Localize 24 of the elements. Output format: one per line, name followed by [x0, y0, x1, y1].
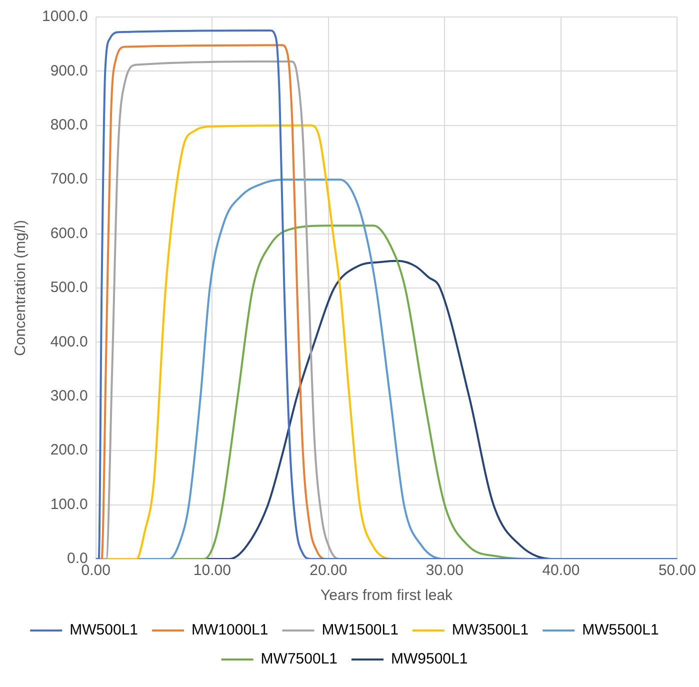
y-tick-label: 800.0 — [50, 116, 88, 134]
legend-label: MW3500L1 — [452, 622, 529, 639]
y-tick-label: 200.0 — [50, 442, 88, 459]
y-tick-label: 300.0 — [50, 388, 88, 405]
x-tick-label: 10.00 — [193, 562, 231, 580]
x-tick-label: 30.00 — [426, 562, 464, 580]
legend-label: MW5500L1 — [582, 622, 659, 639]
x-tick-label: 20.00 — [310, 562, 348, 580]
legend-label: MW500L1 — [70, 622, 138, 639]
legend-label: MW1000L1 — [192, 622, 268, 639]
legend-label: MW7500L1 — [260, 650, 338, 668]
y-tick-label: 100.0 — [50, 496, 88, 513]
y-tick-label: 1000.0 — [42, 8, 88, 26]
x-tick-label: 40.00 — [542, 562, 580, 580]
y-tick-label: 700.0 — [50, 170, 88, 188]
legend-label: MW1500L1 — [322, 622, 398, 639]
x-tick-label: 50.00 — [658, 562, 696, 580]
y-tick-label: 600.0 — [50, 224, 88, 242]
y-tick-label: 900.0 — [50, 62, 88, 80]
legend-label: MW9500L1 — [391, 650, 468, 668]
y-axis-title: Concentration (mg/l) — [12, 220, 30, 356]
y-tick-label: 500.0 — [50, 279, 88, 296]
y-tick-label: 400.0 — [50, 333, 88, 350]
x-axis-title: Years from first leak — [320, 587, 454, 604]
